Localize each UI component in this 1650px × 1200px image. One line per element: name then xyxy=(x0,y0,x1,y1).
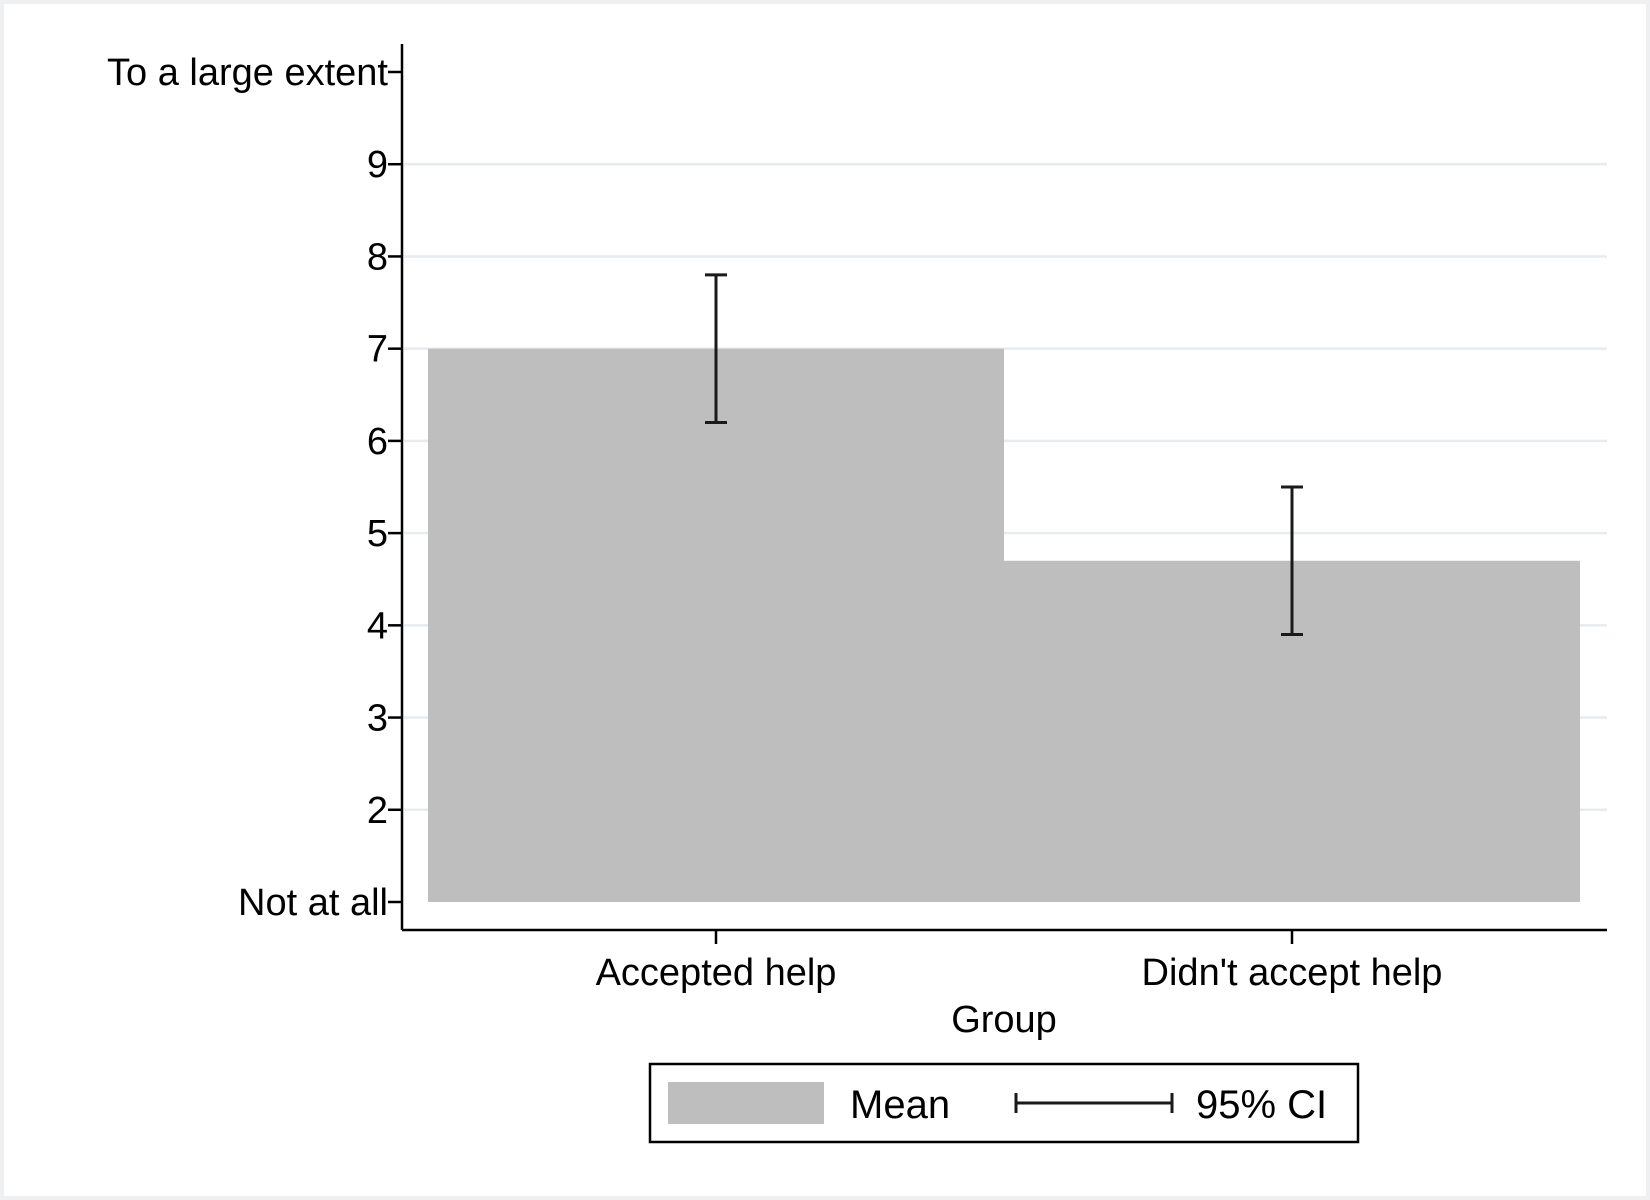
y-tick-label: 6 xyxy=(367,421,388,463)
legend-ci-label: 95% CI xyxy=(1196,1083,1327,1127)
legend-mean-swatch xyxy=(668,1082,824,1124)
axes xyxy=(400,44,1607,932)
bars xyxy=(428,348,1580,903)
x-axis-title: Group xyxy=(951,999,1057,1041)
y-ticks: Not at all 2 3 4 5 6 7 8 9 To a large extent xyxy=(107,52,402,924)
bar xyxy=(428,348,1004,903)
error-bars xyxy=(705,273,1303,637)
y-tick-label: 3 xyxy=(367,698,388,740)
y-tick-label: 7 xyxy=(367,329,388,371)
y-tick-label: 9 xyxy=(367,144,388,186)
error-bar xyxy=(1281,485,1303,637)
y-tick-label: Not at all xyxy=(238,882,388,924)
x-ticks: Accepted help Didn't accept help xyxy=(596,930,1443,994)
x-tick-label: Accepted help xyxy=(596,952,837,994)
y-tick-label: 4 xyxy=(367,605,388,647)
legend-mean-label: Mean xyxy=(850,1083,950,1127)
y-tick-label: To a large extent xyxy=(107,52,388,94)
y-tick-label: 2 xyxy=(367,790,388,832)
x-tick-label: Didn't accept help xyxy=(1142,952,1443,994)
y-tick-label: 8 xyxy=(367,236,388,278)
legend-ci-marker xyxy=(1014,1093,1174,1113)
y-tick-label: 5 xyxy=(367,513,388,555)
legend: Mean 95% CI xyxy=(648,1062,1360,1144)
error-bar xyxy=(705,273,727,424)
